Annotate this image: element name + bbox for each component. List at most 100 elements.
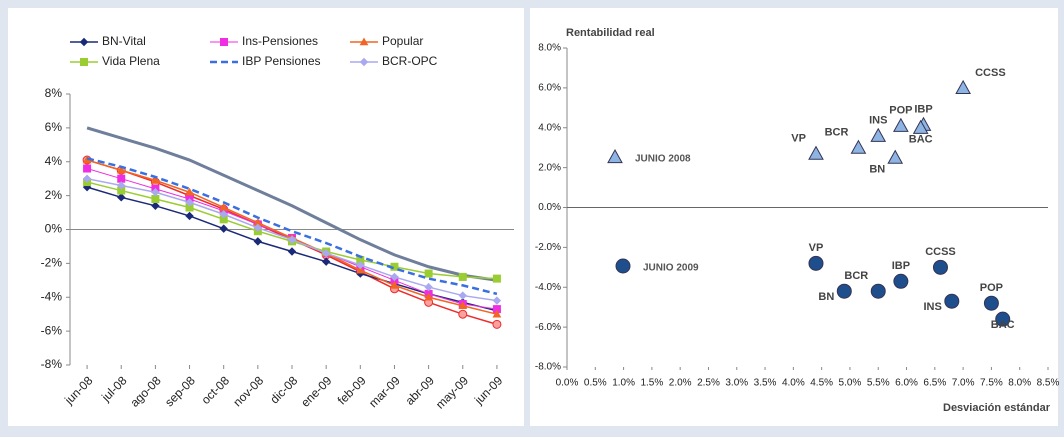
marker bbox=[390, 272, 399, 282]
marker bbox=[185, 198, 194, 207]
marker bbox=[893, 273, 909, 289]
marker bbox=[151, 188, 160, 197]
marker bbox=[458, 291, 467, 300]
point-label: BAC bbox=[991, 319, 1015, 331]
point-label: CCSS bbox=[925, 246, 956, 258]
marker bbox=[82, 174, 92, 183]
point-label: IBP bbox=[892, 260, 910, 272]
marker bbox=[287, 247, 297, 256]
y-tick-label: 0% bbox=[45, 222, 63, 236]
point-label: VP bbox=[809, 242, 824, 254]
point-label: INS bbox=[923, 301, 941, 313]
x-tick-label: 8.0% bbox=[1008, 378, 1031, 389]
marker bbox=[955, 79, 971, 94]
point-label: BCR bbox=[825, 127, 849, 139]
x-tick-label: 3.0% bbox=[725, 378, 748, 389]
marker bbox=[80, 58, 88, 66]
point-label: POP bbox=[889, 105, 912, 117]
marker bbox=[983, 295, 999, 311]
x-tick-label: 4.5% bbox=[810, 378, 833, 389]
legend-label: BCR-OPC bbox=[382, 54, 438, 68]
point-label: CCSS bbox=[975, 67, 1006, 79]
y-tick-label: -4.0% bbox=[535, 282, 561, 293]
marker bbox=[356, 260, 365, 270]
x-tick-label: 5.5% bbox=[867, 378, 890, 389]
point-label: BCR bbox=[844, 270, 868, 282]
marker bbox=[836, 283, 852, 299]
x-tick-label: 3.5% bbox=[754, 378, 777, 389]
marker bbox=[287, 235, 297, 244]
marker bbox=[151, 175, 160, 184]
marker bbox=[185, 211, 194, 221]
legend-label: BN-Vital bbox=[102, 34, 146, 48]
x-tick-label: 7.0% bbox=[952, 378, 975, 389]
x-tick-label: 8.5% bbox=[1037, 378, 1060, 389]
x-tick-label: 1.0% bbox=[612, 378, 635, 389]
marker bbox=[116, 165, 126, 174]
y-tick-label: 6.0% bbox=[538, 83, 561, 94]
y-tick-label: 0.0% bbox=[538, 202, 561, 213]
marker bbox=[117, 181, 126, 190]
legend-label: Vida Plena bbox=[102, 54, 160, 68]
marker bbox=[870, 283, 886, 299]
x-tick-label: 6.5% bbox=[923, 378, 946, 389]
y-tick-label: 6% bbox=[45, 120, 63, 134]
point-label: VP bbox=[791, 133, 806, 145]
y-tick-label: 4.0% bbox=[538, 122, 561, 133]
marker bbox=[253, 237, 263, 246]
marker bbox=[83, 164, 92, 173]
y-tick-label: -8.0% bbox=[535, 362, 561, 373]
marker bbox=[355, 265, 365, 274]
x-tick-label: 2.5% bbox=[697, 378, 720, 389]
marker bbox=[359, 37, 369, 46]
marker bbox=[321, 249, 331, 258]
legend-label: Ins-Pensiones bbox=[242, 34, 318, 48]
marker bbox=[424, 269, 433, 278]
legend-label: IBP Pensiones bbox=[242, 54, 321, 68]
point-label: INS bbox=[869, 115, 887, 127]
y-tick-label: -4% bbox=[41, 289, 63, 303]
marker bbox=[117, 174, 126, 183]
y-tick-label: 2.0% bbox=[538, 162, 561, 173]
marker bbox=[850, 139, 867, 154]
marker bbox=[151, 195, 160, 204]
marker bbox=[808, 255, 824, 271]
legend-label: Popular bbox=[382, 34, 423, 48]
y-tick-label: -8% bbox=[41, 357, 63, 371]
marker bbox=[117, 193, 126, 202]
marker bbox=[492, 309, 502, 318]
y-tick-label: -2.0% bbox=[535, 242, 561, 253]
y-tick-label: -2% bbox=[41, 256, 63, 270]
series-line bbox=[86, 126, 498, 282]
series-line bbox=[86, 157, 498, 296]
x-tick-label: 0.0% bbox=[556, 378, 579, 389]
x-axis-title: Desviación estándar bbox=[943, 402, 1051, 414]
marker bbox=[887, 149, 904, 164]
marker bbox=[424, 282, 433, 292]
marker bbox=[607, 148, 623, 164]
marker bbox=[359, 57, 369, 67]
marker bbox=[944, 293, 960, 309]
marker bbox=[492, 296, 502, 305]
marker bbox=[219, 224, 228, 233]
legend-label: JUNIO 2008 bbox=[635, 154, 691, 165]
marker bbox=[458, 309, 468, 319]
marker bbox=[151, 201, 160, 210]
right-panel bbox=[530, 8, 1058, 426]
y-tick-label: 4% bbox=[45, 154, 63, 168]
point-label: BN bbox=[869, 164, 885, 176]
x-tick-label: 5.0% bbox=[839, 378, 862, 389]
y-tick-label: 2% bbox=[45, 188, 63, 202]
marker bbox=[615, 258, 631, 274]
legend-label: JUNIO 2009 bbox=[643, 263, 699, 274]
marker bbox=[932, 259, 948, 275]
x-tick-label: 6.0% bbox=[895, 378, 918, 389]
x-tick-label: 4.0% bbox=[782, 378, 805, 389]
marker bbox=[424, 292, 433, 301]
marker bbox=[219, 210, 228, 219]
marker bbox=[79, 37, 89, 47]
x-tick-label: 1.5% bbox=[640, 378, 663, 389]
y-tick-label: 8.0% bbox=[538, 43, 561, 54]
marker bbox=[321, 257, 331, 266]
